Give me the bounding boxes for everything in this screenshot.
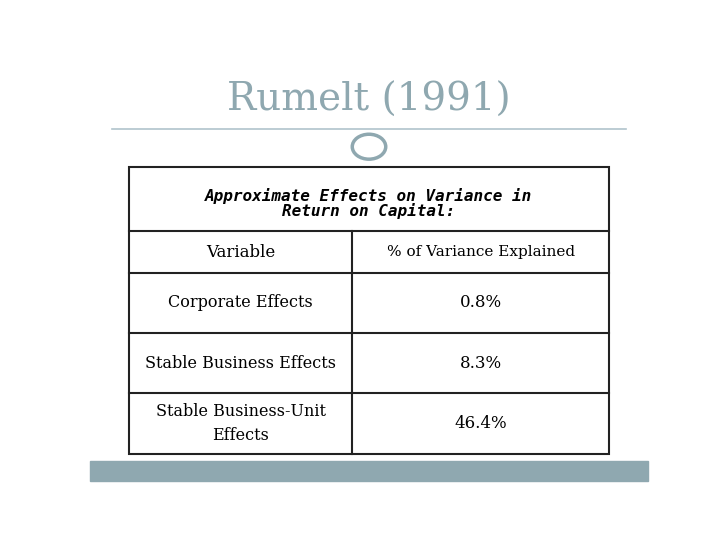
Text: Corporate Effects: Corporate Effects bbox=[168, 294, 313, 312]
Text: Rumelt (1991): Rumelt (1991) bbox=[227, 82, 511, 119]
Bar bbox=[129, 167, 609, 454]
Text: Stable Business Effects: Stable Business Effects bbox=[145, 355, 336, 372]
Bar bbox=[90, 461, 648, 481]
Text: % of Variance Explained: % of Variance Explained bbox=[387, 245, 575, 259]
Text: Variable: Variable bbox=[206, 244, 275, 260]
Text: 8.3%: 8.3% bbox=[459, 355, 502, 372]
Text: Stable Business-Unit
Effects: Stable Business-Unit Effects bbox=[156, 403, 325, 444]
Text: 46.4%: 46.4% bbox=[454, 415, 507, 432]
Text: Approximate Effects on Variance in: Approximate Effects on Variance in bbox=[205, 187, 533, 204]
Text: 0.8%: 0.8% bbox=[459, 294, 502, 312]
Text: Return on Capital:: Return on Capital: bbox=[282, 204, 456, 219]
